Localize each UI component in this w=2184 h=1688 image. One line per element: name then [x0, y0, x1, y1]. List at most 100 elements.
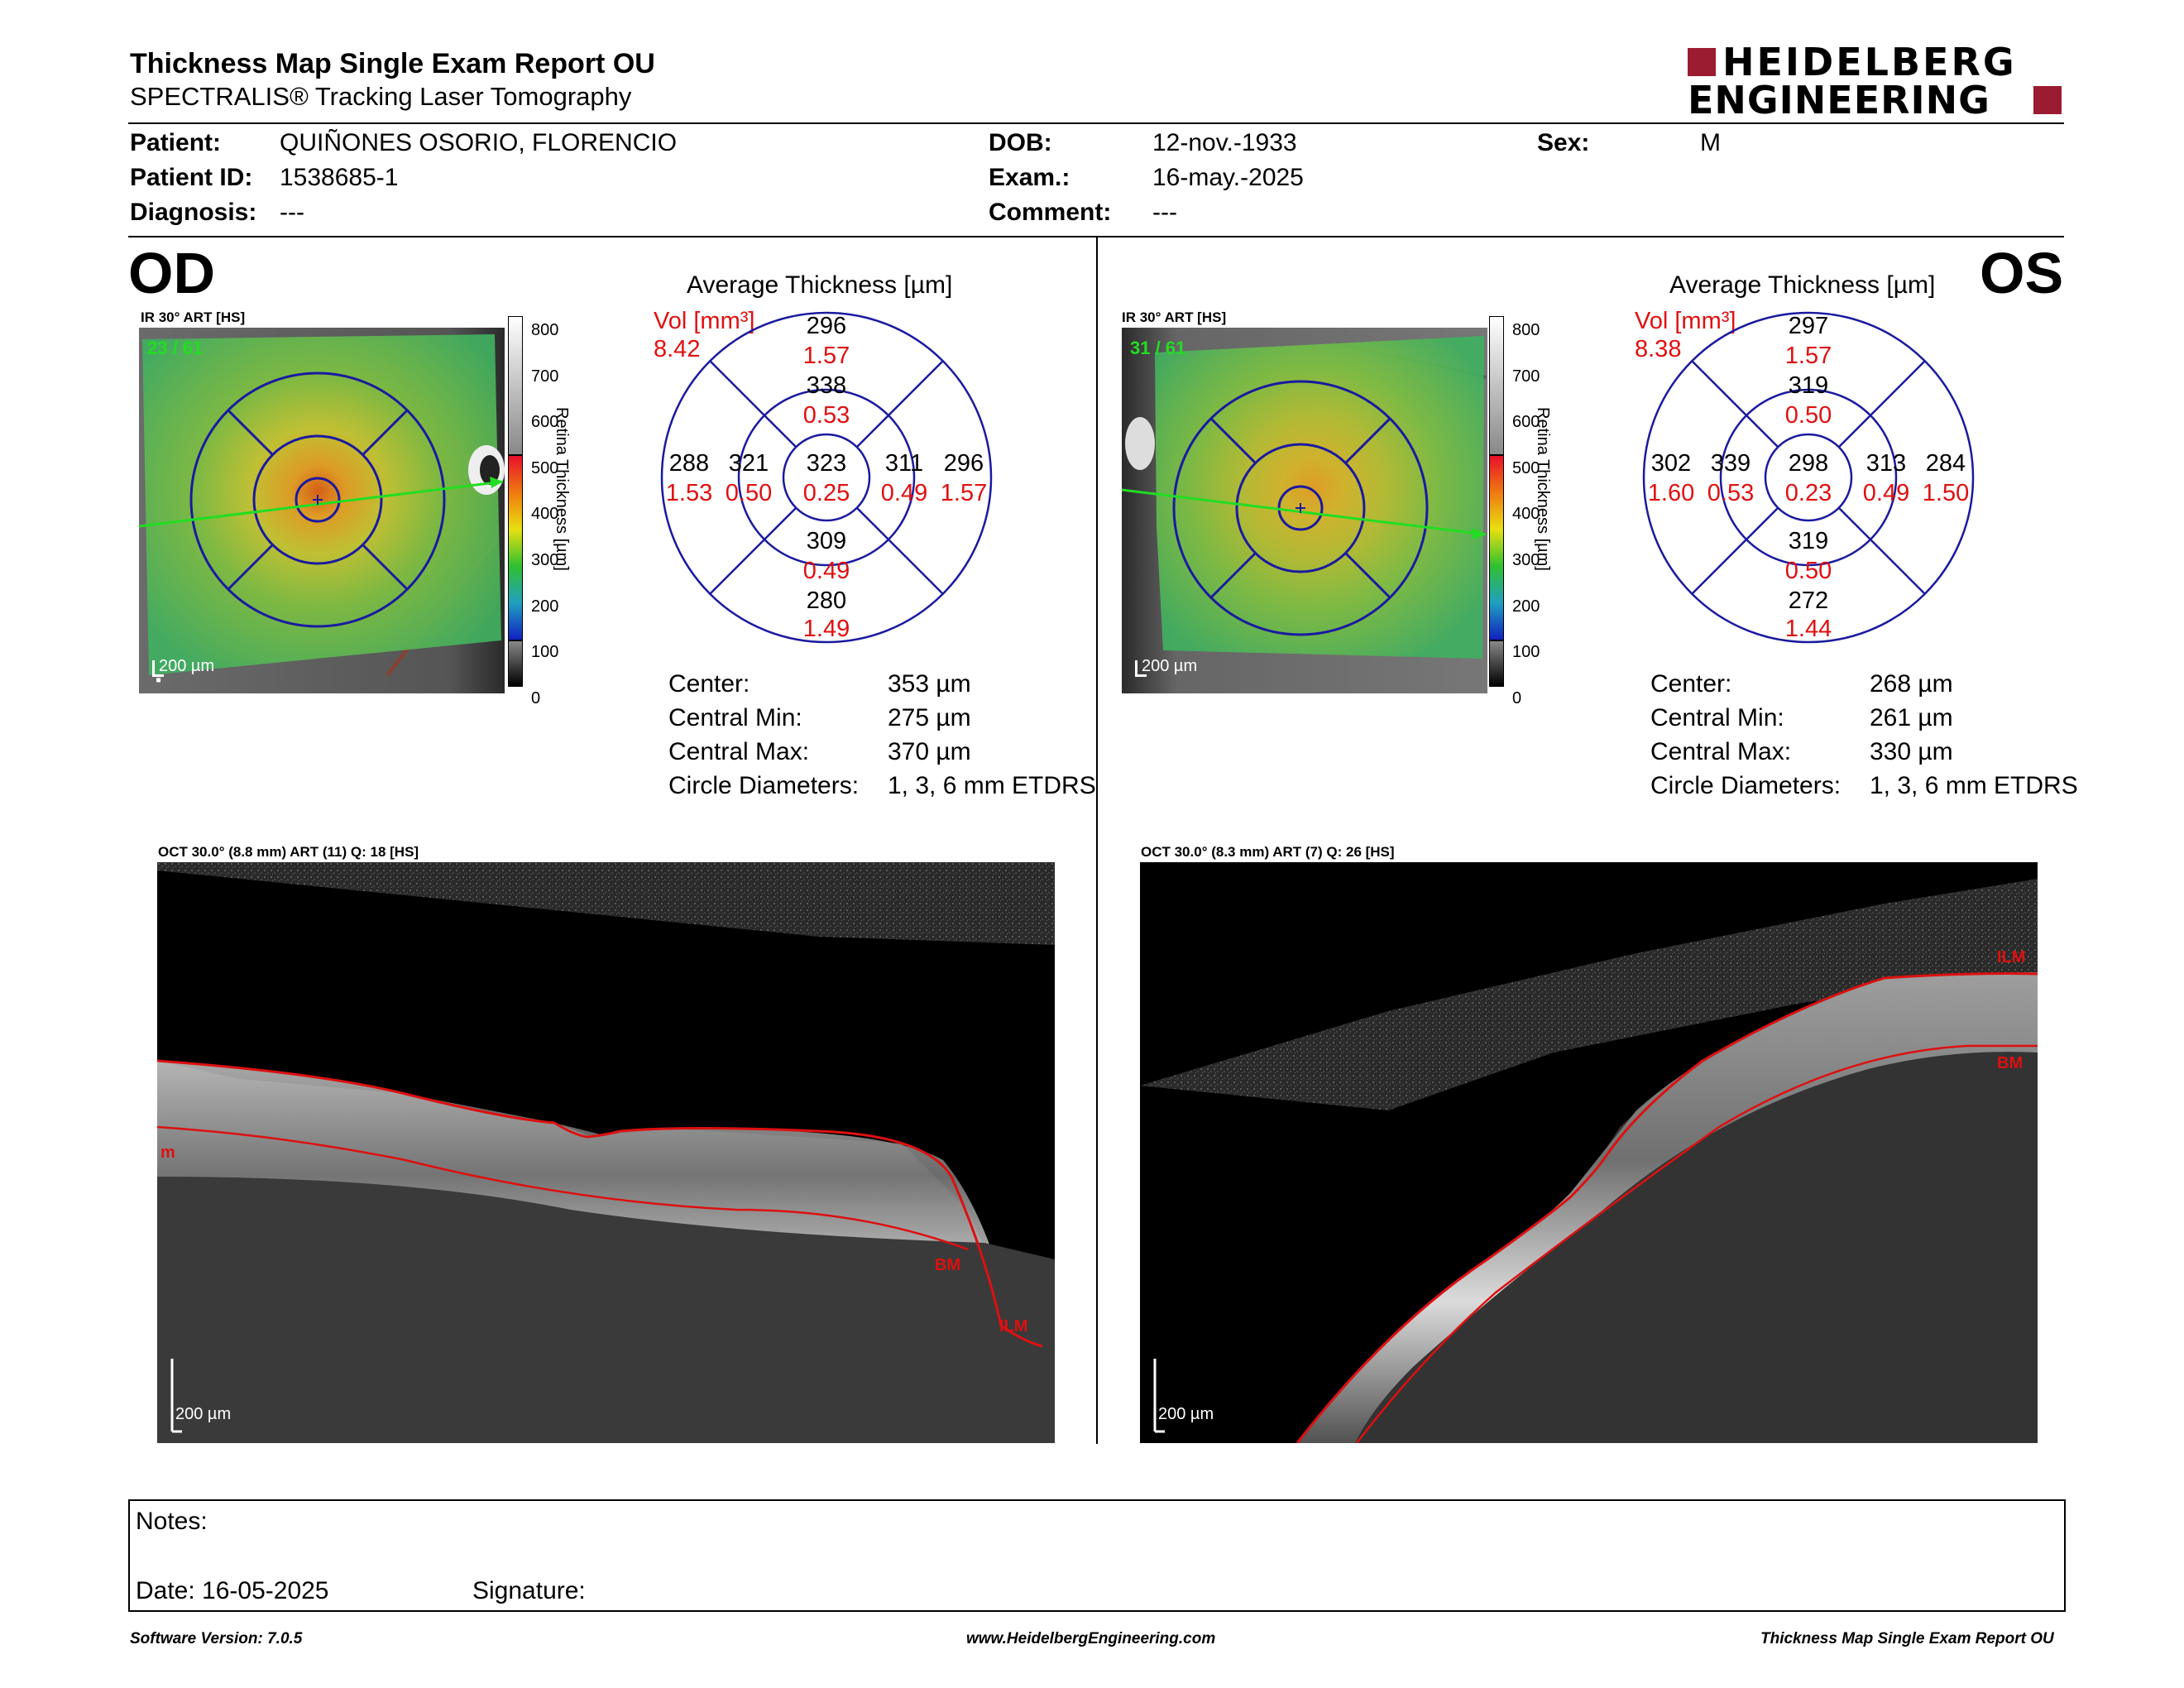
svg-text:▪: ▪ [156, 671, 161, 689]
footer-report-name: Thickness Map Single Exam Report OU [1760, 1630, 2054, 1647]
center-divider [1096, 237, 1098, 1444]
od-left-outer: 288 [668, 450, 710, 477]
od-oct-tag-bm: BM [935, 1256, 961, 1274]
os-bottom-inner: 319 [1788, 528, 1829, 554]
os-frame-counter: 31 / 61 [1130, 338, 1186, 358]
od-colorbar [508, 316, 523, 687]
patient-id: 1538685-1 [280, 164, 399, 191]
os-center-label: Center: [1650, 670, 1732, 698]
od-bottom-inner: 309 [806, 528, 847, 554]
od-right-inner: 311 [884, 450, 924, 477]
od-max-value: 370 µm [888, 738, 971, 765]
od-max-label: Central Max: [668, 738, 810, 765]
od-min-value: 275 µm [888, 704, 971, 731]
od-oct-scale: 200 µm [175, 1405, 232, 1423]
os-oct-scale: 200 µm [1158, 1405, 1214, 1423]
patient-divider [128, 236, 2064, 237]
os-center-value: 268 µm [1870, 670, 1953, 698]
os-max-value: 330 µm [1870, 738, 1953, 765]
od-scale-label: 200 µm [159, 657, 215, 675]
diagnosis-value: --- [280, 199, 304, 226]
footer-software: Software Version: 7.0.5 [130, 1630, 303, 1647]
os-right-outer: 284 [1925, 450, 1966, 477]
os-right-inner-vol: 0.49 [1862, 480, 1910, 506]
od-bottom-inner-vol: 0.49 [802, 558, 850, 584]
od-top-outer: 296 [806, 313, 847, 339]
od-center-value: 353 µm [888, 670, 971, 698]
os-top-inner-vol: 0.50 [1784, 402, 1832, 429]
od-bottom-outer: 280 [806, 587, 847, 614]
os-top-outer-vol: 1.57 [1784, 343, 1832, 369]
od-bottom-outer-vol: 1.49 [802, 616, 850, 642]
os-ir-label: IR 30° ART [HS] [1122, 309, 1227, 325]
patient-id-label: Patient ID: [130, 164, 253, 191]
od-diam-value: 1, 3, 6 mm ETDRS [888, 772, 1096, 799]
os-center: 298 [1788, 450, 1829, 477]
notes-box: Notes: Date: 16-05-2025 Signature: [128, 1499, 2066, 1612]
od-top-inner-vol: 0.53 [802, 402, 850, 429]
od-right-outer-vol: 1.57 [940, 480, 988, 506]
os-colorbar-ticks: 800 700 600 500 400 300 200 100 0 [1512, 321, 1540, 707]
os-right-outer-vol: 1.50 [1922, 480, 1970, 506]
dob-label: DOB: [989, 129, 1052, 156]
os-bottom-outer: 272 [1788, 587, 1829, 614]
od-center: 323 [806, 450, 847, 477]
notes-label: Notes: [136, 1508, 208, 1535]
header-divider [128, 122, 2064, 124]
comment-label: Comment: [989, 199, 1112, 226]
od-avg-title: Average Thickness [µm] [687, 271, 953, 299]
od-right-inner-vol: 0.49 [880, 480, 928, 506]
od-oct-label: OCT 30.0° (8.8 mm) ART (11) Q: 18 [HS] [158, 844, 419, 860]
patient-label: Patient: [130, 129, 222, 156]
exam-label: Exam.: [989, 164, 1070, 191]
od-diam-label: Circle Diameters: [668, 772, 860, 799]
os-left-outer: 302 [1650, 450, 1692, 477]
sex-label: Sex: [1537, 129, 1590, 156]
exam-value: 16-may.-2025 [1152, 164, 1304, 191]
od-colorbar-ticks: 800 700 600 500 400 300 200 100 0 [531, 321, 559, 707]
od-ir-label: IR 30° ART [HS] [141, 309, 246, 325]
od-colorbar-label: Retina Thickness [µm] [553, 407, 571, 571]
od-oct-tag-ilm: ILM [999, 1317, 1028, 1336]
od-vol-label: Vol [mm³] [654, 308, 755, 334]
od-label: OD [128, 241, 215, 305]
od-center-vol: 0.25 [802, 480, 850, 506]
od-min-label: Central Min: [668, 704, 802, 731]
od-center-label: Center: [668, 670, 750, 698]
od-top-inner: 338 [806, 372, 847, 399]
os-vol-label: Vol [mm³] [1635, 308, 1736, 334]
report-title: Thickness Map Single Exam Report OU [130, 48, 655, 79]
os-oct-tag-ilm: ILM [1997, 948, 2026, 966]
footer-website[interactable]: www.HeidelbergEngineering.com [966, 1630, 1216, 1647]
od-oct-scan: 200 µm m BM ILM [157, 862, 1055, 1443]
os-left-inner-vol: 0.53 [1707, 480, 1755, 506]
comment-value: --- [1152, 199, 1177, 226]
od-left-inner: 321 [728, 450, 769, 477]
os-scale-label: 200 µm [1142, 657, 1198, 675]
os-max-label: Central Max: [1650, 738, 1792, 765]
os-diam-value: 1, 3, 6 mm ETDRS [1870, 772, 2078, 799]
os-left-inner: 339 [1710, 450, 1751, 477]
os-min-label: Central Min: [1650, 704, 1784, 731]
os-top-outer: 297 [1788, 313, 1829, 339]
notes-date: Date: 16-05-2025 [136, 1577, 329, 1604]
notes-signature-label: Signature: [472, 1577, 586, 1604]
os-bottom-outer-vol: 1.44 [1784, 616, 1832, 642]
od-right-outer: 296 [943, 450, 984, 477]
os-label: OS [1980, 241, 2064, 305]
report-subtitle: SPECTRALIS® Tracking Laser Tomography [130, 82, 632, 111]
od-left-outer-vol: 1.53 [665, 480, 713, 506]
os-avg-title: Average Thickness [µm] [1669, 271, 1936, 299]
os-oct-tag-bm: BM [1997, 1054, 2024, 1072]
heidelberg-logo: HEIDELBERG ENGINEERING [1688, 43, 2068, 119]
od-vol-value: 8.42 [654, 336, 701, 362]
od-thickness-map: ▪ 23 / 61 200 µm [139, 328, 505, 693]
od-frame-counter: 23 / 61 [147, 338, 204, 358]
os-diam-label: Circle Diameters: [1650, 772, 1842, 799]
os-center-vol: 0.23 [1784, 480, 1832, 506]
od-left-inner-vol: 0.50 [725, 480, 773, 506]
os-colorbar [1489, 316, 1504, 687]
os-left-outer-vol: 1.60 [1647, 480, 1695, 506]
os-top-inner: 319 [1788, 372, 1829, 399]
diagnosis-label: Diagnosis: [130, 199, 257, 226]
